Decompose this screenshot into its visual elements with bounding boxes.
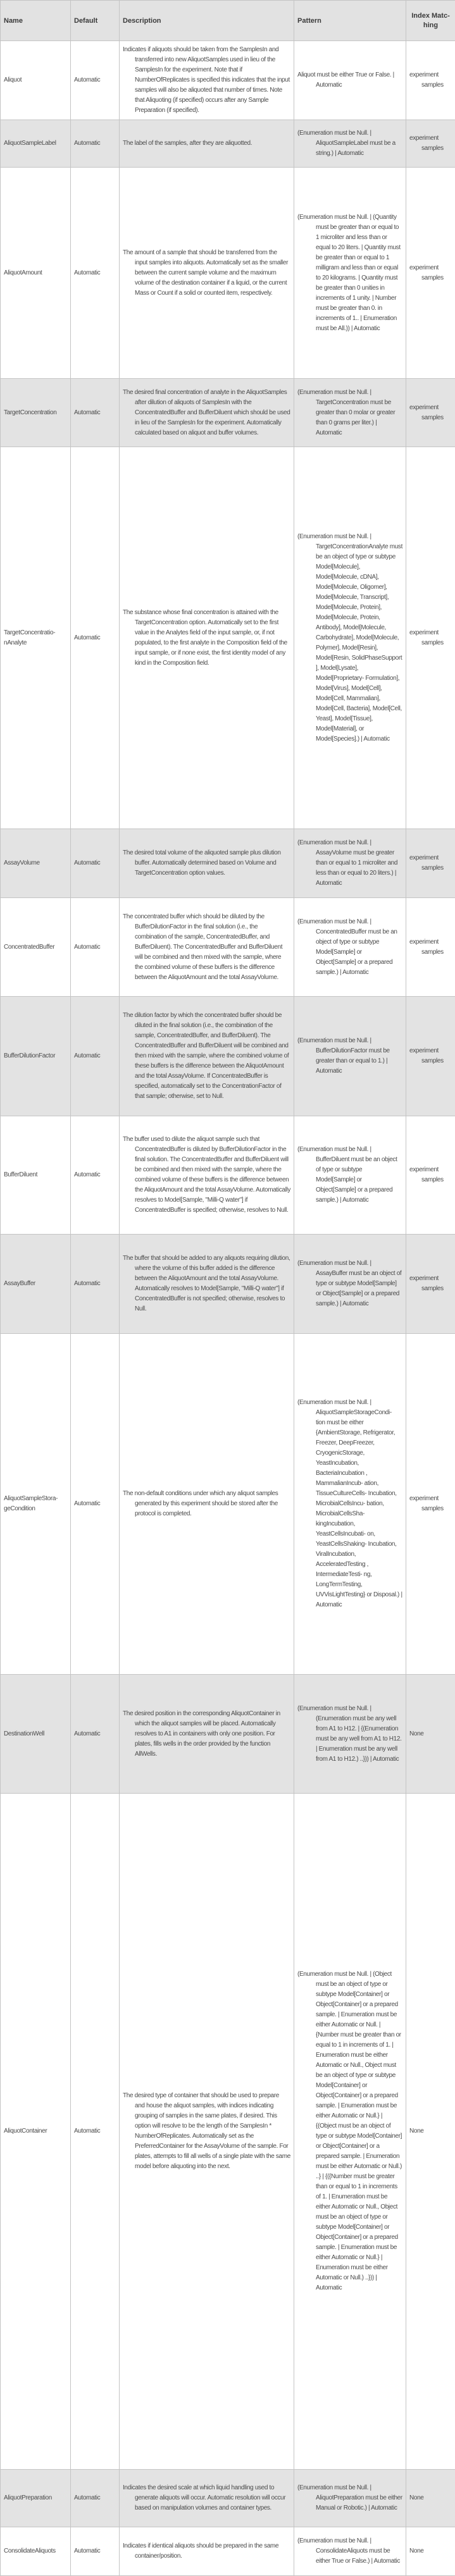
option-default: Automatic (70, 1116, 120, 1235)
option-description: The desired final concentration of analy… (119, 378, 294, 447)
option-default: Automatic (70, 1234, 120, 1334)
option-pattern: (Enumeration must be Null. | Concentrate… (294, 897, 406, 997)
option-description: The buffer used to dilute the aliquot sa… (119, 1116, 294, 1235)
option-description: Indicates if aliquots should be taken fr… (119, 40, 294, 120)
table-row: AssayVolume Automatic The desired total vo… (0, 829, 455, 898)
option-pattern: (Enumeration must be Null. | (Enumeratio… (294, 1674, 406, 1794)
option-description: The non-default conditions under which a… (119, 1333, 294, 1675)
option-default: Automatic (70, 2469, 120, 2527)
option-index-matching: experiment samples (406, 120, 455, 168)
option-name: AliquotSampleLabel (0, 120, 71, 168)
option-index-matching: experiment samples (406, 996, 455, 1116)
option-pattern: (Enumeration must be Null. | AssayVolume… (294, 829, 406, 898)
option-default: Automatic (70, 996, 120, 1116)
table-row: AliquotPreparation Automatic Indicates the… (0, 2469, 455, 2527)
option-description: The desired position in the correspondin… (119, 1674, 294, 1794)
table-row: BufferDiluent Automatic The buffer used to… (0, 1116, 455, 1235)
option-pattern: (Enumeration must be Null. | (Object mus… (294, 1793, 406, 2470)
table-row: Aliquot Automatic Indicates if aliquots sh… (0, 40, 455, 120)
option-default: Automatic (70, 2527, 120, 2576)
option-pattern: (Enumeration must be Null. | AliquotPrep… (294, 2469, 406, 2527)
table-row: AliquotSampleLabel Automatic The label of … (0, 120, 455, 168)
option-pattern: (Enumeration must be Null. | TargetConce… (294, 378, 406, 447)
option-name: BufferDiluent (0, 1116, 71, 1235)
option-pattern: (Enumeration must be Null. | (Quantity m… (294, 167, 406, 379)
option-pattern: (Enumeration must be Null. | BufferDilut… (294, 996, 406, 1116)
option-default: Automatic (70, 378, 120, 447)
option-default: Automatic (70, 1333, 120, 1675)
option-pattern: (Enumeration must be Null. | AliquotSamp… (294, 120, 406, 168)
header-default: Default (70, 0, 120, 41)
option-name: TargetConcentratio- nAnalyte (0, 447, 71, 829)
option-index-matching: experiment samples (406, 167, 455, 379)
option-description: The dilution factor by which the concent… (119, 996, 294, 1116)
option-pattern: (Enumeration must be Null. | BufferDilue… (294, 1116, 406, 1235)
table-row: DestinationWell Automatic The desired posi… (0, 1674, 455, 1794)
option-description: The substance whose final concentration … (119, 447, 294, 829)
option-description: The label of the samples, after they are… (119, 120, 294, 168)
header-index-matching: Index Matc- hing (406, 0, 455, 41)
option-pattern: Aliquot must be either True or False. | … (294, 40, 406, 120)
option-default: Automatic (70, 829, 120, 898)
option-default: Automatic (70, 40, 120, 120)
table-row: AliquotContainer Automatic The desired typ… (0, 1793, 455, 2470)
option-name: BufferDilutionFactor (0, 996, 71, 1116)
option-description: Indicates if identical aliquots should b… (119, 2527, 294, 2576)
option-pattern: (Enumeration must be Null. | AssayBuffer… (294, 1234, 406, 1334)
option-default: Automatic (70, 897, 120, 997)
option-name: ConcentratedBuffer (0, 897, 71, 997)
table-row: BufferDilutionFactor Automatic The dilutio… (0, 996, 455, 1116)
option-index-matching: experiment samples (406, 897, 455, 997)
table-header-row: Name Default Description Pattern Index M… (0, 0, 455, 41)
option-name: AssayBuffer (0, 1234, 71, 1334)
option-name: AliquotContainer (0, 1793, 71, 2470)
table-row: TargetConcentration Automatic The desired … (0, 378, 455, 447)
option-name: AssayVolume (0, 829, 71, 898)
option-default: Automatic (70, 1793, 120, 2470)
option-pattern: (Enumeration must be Null. | AliquotSamp… (294, 1333, 406, 1675)
table-row: AliquotSampleStora- geCondition Automatic… (0, 1333, 455, 1675)
option-name: AliquotSampleStora- geCondition (0, 1333, 71, 1675)
option-default: Automatic (70, 120, 120, 168)
header-pattern: Pattern (294, 0, 406, 41)
option-pattern: (Enumeration must be Null. | TargetConce… (294, 447, 406, 829)
option-description: The buffer that should be added to any a… (119, 1234, 294, 1334)
option-description: Indicates the desired scale at which liq… (119, 2469, 294, 2527)
table-row: ConsolidateAliquots Automatic Indicates if… (0, 2527, 455, 2576)
option-index-matching: None (406, 1793, 455, 2470)
option-default: Automatic (70, 1674, 120, 1794)
option-description: The concentrated buffer which should be … (119, 897, 294, 997)
option-index-matching: None (406, 2527, 455, 2576)
table-row: TargetConcentratio- nAnalyte Automatic The… (0, 447, 455, 829)
option-index-matching: experiment samples (406, 1116, 455, 1235)
option-pattern: (Enumeration must be Null. | Consolidate… (294, 2527, 406, 2576)
option-index-matching: None (406, 1674, 455, 1794)
option-name: Aliquot (0, 40, 71, 120)
option-description: The desired type of container that shoul… (119, 1793, 294, 2470)
option-name: AliquotAmount (0, 167, 71, 379)
header-description: Description (119, 0, 294, 41)
option-description: The amount of a sample that should be tr… (119, 167, 294, 379)
table-row: AliquotAmount Automatic The amount of a sa… (0, 167, 455, 379)
table-row: ConcentratedBuffer Automatic The concentra… (0, 897, 455, 997)
option-default: Automatic (70, 167, 120, 379)
header-name: Name (0, 0, 71, 41)
option-default: Automatic (70, 447, 120, 829)
option-index-matching: experiment samples (406, 447, 455, 829)
option-name: DestinationWell (0, 1674, 71, 1794)
option-index-matching: experiment samples (406, 1234, 455, 1334)
table-row: AssayBuffer Automatic The buffer that shou… (0, 1234, 455, 1334)
option-name: AliquotPreparation (0, 2469, 71, 2527)
option-index-matching: experiment samples (406, 40, 455, 120)
option-description: The desired total volume of the aliquote… (119, 829, 294, 898)
option-index-matching: None (406, 2469, 455, 2527)
option-index-matching: experiment samples (406, 1333, 455, 1675)
option-name: ConsolidateAliquots (0, 2527, 71, 2576)
option-index-matching: experiment samples (406, 829, 455, 898)
option-index-matching: experiment samples (406, 378, 455, 447)
option-name: TargetConcentration (0, 378, 71, 447)
